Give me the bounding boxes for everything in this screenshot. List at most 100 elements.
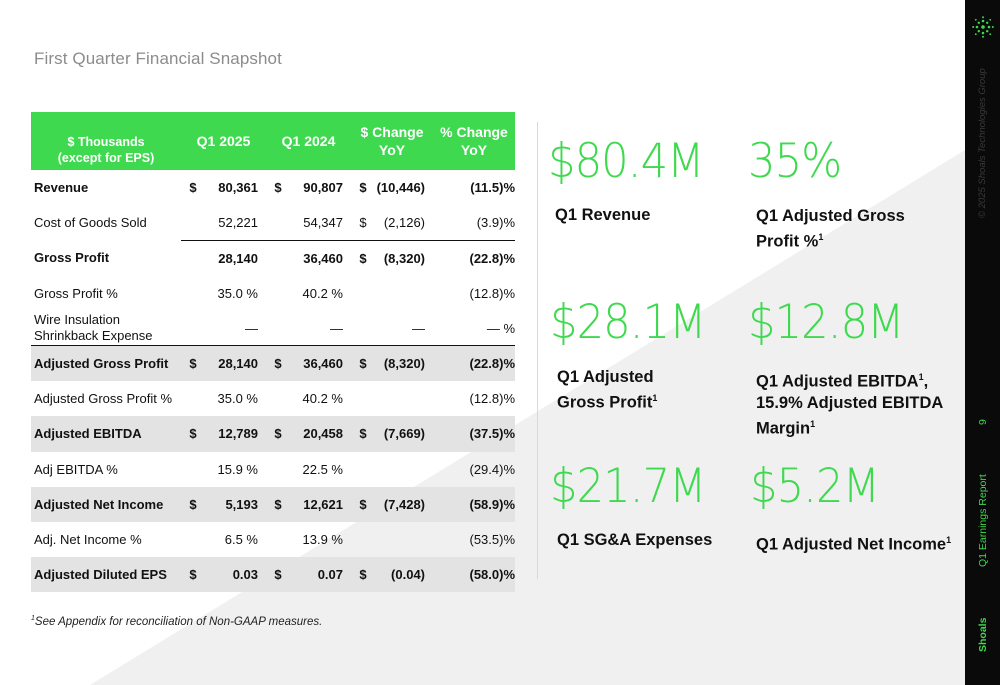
cell-q1-2024: 90,807 [303,180,343,196]
cell-q1-2024: 40.2 % [302,285,343,301]
cell-q1-2024: 22.5 % [302,461,343,477]
cell-change-usd [371,381,433,416]
sidebar-copyright: © 2025 Shoals Technologies Group [977,68,988,218]
sidebar-page-number: 9 [977,419,989,425]
kpi-value-adj-ebitda: $12.8M [748,295,905,350]
currency-sign: $ [266,486,286,522]
table-row-adj-ebitda-pct: Adj EBITDA % 15.9 % 22.5 % (29.4)% [31,452,515,487]
currency-sign: $ [266,345,286,382]
kpi-label-sup: 1 [810,418,816,429]
currency-sign [351,381,371,416]
row-label: Wire Insulation Shrinkback Expense [34,312,153,344]
cell-q1-2025: 28,140 [201,239,266,276]
currency-sign [181,452,201,487]
sidebar-report-title: Q1 Earnings Report [977,474,989,567]
cell-q1-2025: 52,221 [218,215,258,231]
table-row-adj-gross-profit: Adjusted Gross Profit $ 28,140 $ 36,460 … [31,345,516,382]
cell-change-pct: (53.5)% [469,531,516,547]
table-row-adj-ebitda: Adjusted EBITDA $ 12,789 $ 20,458 $ (7,6… [31,416,516,452]
cell-q1-2025: 12,789 [201,416,266,452]
cell-q1-2024: 20,458 [286,416,351,452]
row-label: Adjusted Gross Profit % [34,391,172,407]
kpi-label-sga: Q1 SG&A Expenses [557,530,712,551]
cell-change-usd: (8,320) [371,239,434,276]
kpi-label-adj-ebitda: Q1 Adjusted EBITDA1, 15.9% Adjusted EBIT… [756,367,956,439]
footnote-mark: 1 [31,615,35,622]
row-label: Adjusted EBITDA [31,416,181,452]
kpi-label-text-a: Q1 Adjusted EBITDA [756,372,919,391]
kpi-label-sup: 1 [652,393,658,403]
cell-q1-2025: 5,193 [201,486,266,522]
cell-q1-2024: 36,460 [286,345,351,382]
row-label: Gross Profit % [34,285,118,301]
table-row-adj-net-income: Adjusted Net Income $ 5,193 $ 12,621 $ (… [31,486,516,522]
currency-sign: $ [266,557,286,593]
row-label: Adj EBITDA % [34,461,118,477]
cell-q1-2025: 35.0 % [217,285,258,301]
cell-change-pct: (11.5)% [470,180,516,196]
cell-change-usd: (10,446) [376,180,426,196]
cell-change-usd: (2,126) [383,215,426,231]
cell-change-usd: (0.04) [371,557,434,593]
currency-sign [351,276,371,311]
currency-sign [181,205,201,240]
cell-q1-2024: 13.9 % [302,531,343,547]
kpi-label-sup: 1 [818,232,824,242]
header-thousands: $ Thousands (except for EPS) [31,112,181,170]
cell-q1-2025: — [245,320,258,336]
cell-change-usd: (7,428) [371,486,434,522]
kpi-label-adj-gross-profit: Q1 Adjusted Gross Profit1 [557,367,667,414]
cell-change-usd: (7,669) [371,416,434,452]
currency-sign [266,522,286,557]
header-label-line1: $ Thousands [67,135,145,149]
table-row-adj-net-income-pct: Adj. Net Income % 6.5 % 13.9 % (53.5)% [31,522,515,557]
financial-table: $ Thousands (except for EPS) Q1 2025 Q1 2… [31,112,516,593]
cell-change-usd: — [412,320,426,336]
sidebar-brand: Shoals [977,617,989,652]
cell-change-usd: (8,320) [371,345,434,382]
table-row-wire-insulation: Wire Insulation Shrinkback Expense — — —… [31,311,515,346]
footnote-text: See Appendix for reconciliation of Non-G… [34,615,323,628]
cell-change-usd [371,276,433,311]
kpi-label-adj-gross-profit-pct: Q1 Adjusted Gross Profit %1 [756,206,926,253]
cell-q1-2024: 36,460 [286,239,351,276]
currency-sign: $ [359,215,367,231]
kpi-label-comma: , [923,372,929,391]
currency-sign: $ [181,486,201,522]
row-label: Adjusted Gross Profit [31,345,181,382]
kpi-label-text: Q1 Revenue [555,206,651,224]
row-label: Gross Profit [34,250,110,266]
cell-q1-2024: 12,621 [286,486,351,522]
kpi-label-sup-a: 1 [918,372,924,382]
currency-sign [181,239,201,276]
cell-change-pct: — % [486,320,516,336]
cell-change-pct: (3.9)% [476,215,516,231]
currency-sign: $ [359,180,367,196]
header-label-line2: (except for EPS) [57,151,155,165]
currency-sign: $ [181,557,201,593]
cell-q1-2025: 80,361 [218,180,258,196]
footnote: 1See Appendix for reconciliation of Non-… [31,615,322,628]
table-row-cogs: Cost of Goods Sold 52,221 54,347 $ (2,12… [31,205,515,240]
kpi-value-adj-gross-profit: $28.1M [550,295,707,350]
kpi-label-text: Q1 SG&A Expenses [557,531,713,549]
kpi-label-revenue: Q1 Revenue [555,205,650,226]
currency-sign: $ [189,180,197,196]
cell-change-usd [371,452,433,487]
kpi-value-revenue: $80.4M [548,134,705,189]
currency-sign [351,311,371,346]
cell-q1-2024: 0.07 [286,557,351,593]
currency-sign [181,276,201,311]
cell-change-pct: (37.5)% [433,416,516,452]
kpi-label-adj-net-income: Q1 Adjusted Net Income1 [756,530,951,556]
row-label: Cost of Goods Sold [34,215,147,231]
currency-sign: $ [274,180,282,196]
cell-change-usd [371,522,433,557]
cell-change-pct: (29.4)% [469,461,516,477]
currency-sign [181,311,201,346]
table-row-gross-profit-pct: Gross Profit % 35.0 % 40.2 % (12.8)% [31,276,515,311]
kpi-label-sup: 1 [946,535,952,545]
header-q1-2024: Q1 2024 [266,112,351,170]
kpi-value-adj-gross-profit-pct: 35% [748,134,842,189]
currency-sign [181,381,201,416]
